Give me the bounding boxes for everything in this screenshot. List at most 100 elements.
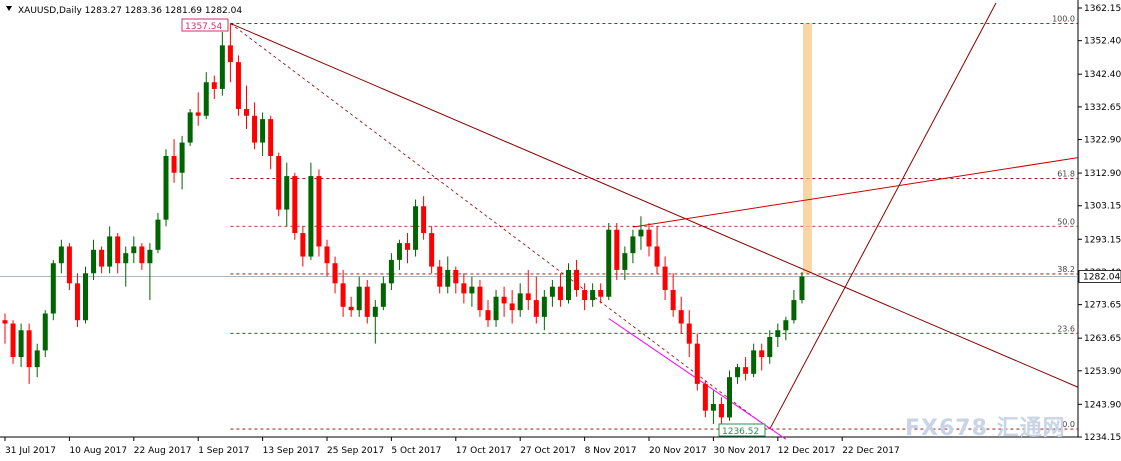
candle xyxy=(735,363,741,384)
candle xyxy=(718,397,724,428)
x-tick-label: 17 Oct 2017 xyxy=(456,446,512,456)
candle xyxy=(292,172,298,240)
candle xyxy=(662,256,668,301)
candle-body xyxy=(123,253,129,264)
y-tick-label: 1253.90 xyxy=(1084,367,1121,377)
candle-body xyxy=(743,367,749,374)
candle xyxy=(227,23,233,83)
candle-body xyxy=(678,310,684,324)
candle-body xyxy=(10,323,16,358)
high-annotation-label: 1357.54 xyxy=(185,22,222,32)
downtrend-line xyxy=(230,22,1079,388)
fib-label-4: 23.6 xyxy=(1057,324,1075,333)
candle xyxy=(590,283,596,307)
candle-body xyxy=(759,350,765,358)
candle-body xyxy=(380,283,386,307)
candle xyxy=(34,343,40,378)
candle xyxy=(179,135,185,190)
candle xyxy=(670,273,676,317)
candle-body xyxy=(517,293,523,311)
candle xyxy=(710,390,716,425)
candle xyxy=(42,310,48,358)
y-tick-label: 1312.90 xyxy=(1084,169,1121,179)
candle-body xyxy=(372,306,378,317)
candle-body xyxy=(348,306,354,311)
y-tick-label: 1243.90 xyxy=(1084,400,1121,410)
candle xyxy=(614,223,620,280)
candle-body xyxy=(405,243,410,250)
candle xyxy=(743,357,749,381)
candle xyxy=(767,330,773,364)
candle-body xyxy=(42,313,48,351)
candle xyxy=(276,152,282,217)
y-axis: 1362.15 1352.40 1342.40 1332.65 1322.90 1312.… xyxy=(1078,4,1121,443)
candle-body xyxy=(252,115,258,143)
candle xyxy=(799,272,805,304)
candle xyxy=(372,300,378,344)
candle-body xyxy=(662,266,668,291)
y-tick-label: 1342.40 xyxy=(1084,70,1121,80)
candle-body xyxy=(388,259,394,284)
candle xyxy=(477,279,483,317)
candle xyxy=(646,223,652,257)
candle-body xyxy=(34,350,40,368)
candle xyxy=(74,273,80,327)
candle xyxy=(123,246,129,287)
x-tick-label: 13 Sep 2017 xyxy=(263,446,320,456)
low-annotation-box xyxy=(718,423,766,437)
candle-body xyxy=(356,286,362,311)
trendlines xyxy=(230,2,1079,440)
candle xyxy=(203,72,209,120)
fib-label-3: 38.2 xyxy=(1057,265,1075,274)
candle xyxy=(99,246,105,274)
candle xyxy=(541,290,547,331)
candle xyxy=(775,323,781,348)
candle-body xyxy=(783,320,789,331)
x-tick-label: 8 Nov 2017 xyxy=(585,446,637,456)
candle-body xyxy=(155,219,161,250)
candle-body xyxy=(710,403,716,411)
y-tick-label: 1263.65 xyxy=(1084,334,1121,344)
high-annotation-box xyxy=(181,18,229,32)
candle-body xyxy=(91,249,97,274)
candle xyxy=(260,112,266,156)
candle-body xyxy=(163,155,169,220)
candle-body xyxy=(187,112,193,143)
candle-body xyxy=(332,263,338,284)
candle xyxy=(364,279,370,324)
x-axis: 31 Jul 2017 10 Aug 2017 22 Aug 2017 1 Sep 2… xyxy=(4,437,900,456)
candle xyxy=(58,239,64,274)
high-annotation: 1357.54 xyxy=(181,18,229,32)
fib-label-5: 0.0 xyxy=(1062,420,1075,429)
candle-body xyxy=(276,155,282,210)
candle xyxy=(517,283,523,317)
candle-body xyxy=(211,82,217,89)
y-tick-label: 1332.65 xyxy=(1084,103,1121,113)
y-tick-label: 1362.15 xyxy=(1084,4,1121,14)
candle xyxy=(686,310,692,358)
candle-body xyxy=(227,45,233,63)
y-tick-label: 1293.15 xyxy=(1084,235,1121,245)
candle-body xyxy=(670,290,676,311)
plot-frame xyxy=(0,0,1079,438)
candle-body xyxy=(139,246,145,264)
candle-body xyxy=(590,290,596,301)
candle xyxy=(421,196,427,240)
candle-body xyxy=(107,236,113,267)
candle xyxy=(783,316,789,341)
candle xyxy=(356,276,362,317)
candle-body xyxy=(421,206,427,234)
candle xyxy=(308,162,314,260)
candle xyxy=(533,276,539,324)
candle xyxy=(50,259,56,321)
candle xyxy=(340,269,346,317)
candle xyxy=(751,343,757,378)
x-tick-label: 12 Dec 2017 xyxy=(778,446,836,456)
candle-body xyxy=(654,246,660,267)
candle-body xyxy=(622,253,628,270)
chart-header: XAUUSD,Daily 1283.27 1283.36 1281.69 128… xyxy=(18,6,242,16)
candle-body xyxy=(131,246,137,254)
candle-body xyxy=(429,233,435,267)
x-tick-label: 5 Oct 2017 xyxy=(391,446,441,456)
